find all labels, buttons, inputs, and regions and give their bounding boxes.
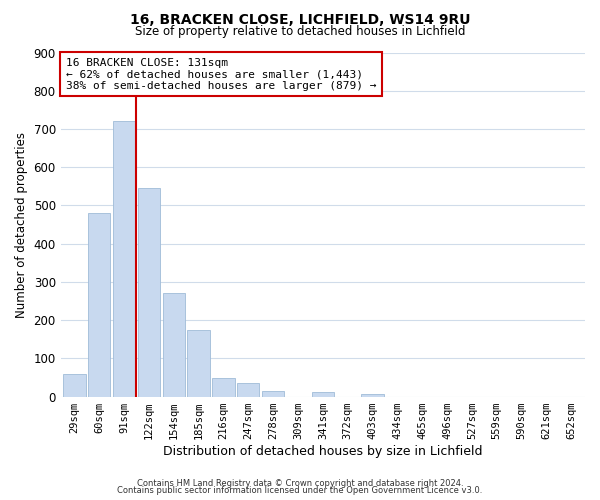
Bar xyxy=(163,292,185,397)
Bar xyxy=(63,374,86,396)
X-axis label: Distribution of detached houses by size in Lichfield: Distribution of detached houses by size … xyxy=(163,444,482,458)
Bar xyxy=(311,392,334,396)
Bar xyxy=(262,391,284,396)
Bar xyxy=(361,394,384,396)
Bar xyxy=(113,122,135,396)
Bar xyxy=(187,330,210,396)
Bar xyxy=(237,383,259,396)
Bar xyxy=(138,188,160,396)
Text: Size of property relative to detached houses in Lichfield: Size of property relative to detached ho… xyxy=(135,25,465,38)
Y-axis label: Number of detached properties: Number of detached properties xyxy=(15,132,28,318)
Text: 16 BRACKEN CLOSE: 131sqm
← 62% of detached houses are smaller (1,443)
38% of sem: 16 BRACKEN CLOSE: 131sqm ← 62% of detach… xyxy=(66,58,376,91)
Bar xyxy=(212,378,235,396)
Text: 16, BRACKEN CLOSE, LICHFIELD, WS14 9RU: 16, BRACKEN CLOSE, LICHFIELD, WS14 9RU xyxy=(130,12,470,26)
Bar xyxy=(88,213,110,396)
Text: Contains public sector information licensed under the Open Government Licence v3: Contains public sector information licen… xyxy=(118,486,482,495)
Text: Contains HM Land Registry data © Crown copyright and database right 2024.: Contains HM Land Registry data © Crown c… xyxy=(137,478,463,488)
